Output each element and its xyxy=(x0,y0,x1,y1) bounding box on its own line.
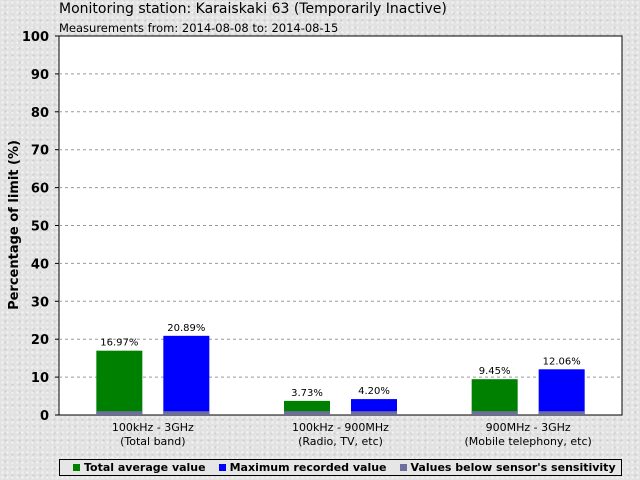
legend-item-maximum: Maximum recorded value xyxy=(206,461,387,474)
legend-label-sensitivity: Values below sensor's sensitivity xyxy=(410,461,616,474)
legend-swatch-maximum xyxy=(218,464,226,471)
y-tick-label: 40 xyxy=(31,257,49,272)
y-tick-label: 100 xyxy=(22,30,49,45)
chart-subtitle: Measurements from: 2014-08-08 to: 2014-0… xyxy=(59,21,339,35)
y-axis-label: Percentage of limit (%) xyxy=(7,140,22,310)
data-label: 4.20% xyxy=(358,386,390,397)
chart-title: Monitoring station: Karaiskaki 63 (Tempo… xyxy=(59,1,447,17)
bar xyxy=(538,369,585,415)
data-label: 16.97% xyxy=(100,338,138,349)
y-tick-label: 50 xyxy=(31,220,49,235)
bar-sensitivity-segment xyxy=(538,411,585,415)
bar xyxy=(163,335,210,415)
bar-sensitivity-segment xyxy=(96,411,143,415)
y-tick-label: 0 xyxy=(40,409,49,424)
y-axis-ticks: 0 10 20 30 40 50 60 70 80 90 100 xyxy=(22,30,59,424)
x-axis-labels: 100kHz - 3GHz(Total band) 100kHz - 900MHz… xyxy=(112,421,592,448)
bars xyxy=(96,335,585,415)
data-label: 9.45% xyxy=(479,366,511,377)
legend-label-maximum: Maximum recorded value xyxy=(229,461,387,474)
legend-item-sensitivity: Values below sensor's sensitivity xyxy=(387,461,616,474)
legend-swatch-sensitivity xyxy=(399,464,407,471)
y-tick-label: 80 xyxy=(31,106,49,121)
x-category-label: 100kHz - 3GHz xyxy=(112,421,194,434)
bar-sensitivity-segment xyxy=(471,411,518,415)
bar-sensitivity-segment xyxy=(351,411,397,415)
data-label: 3.73% xyxy=(291,388,323,399)
y-tick-label: 90 xyxy=(31,68,49,83)
y-tick-label: 10 xyxy=(31,371,49,386)
data-labels: 16.97% 20.89% 3.73% 4.20% 9.45% 12.06% xyxy=(100,323,580,399)
x-category-label: (Total band) xyxy=(120,435,185,448)
bar-sensitivity-segment xyxy=(163,411,210,415)
y-tick-label: 20 xyxy=(31,333,49,348)
x-category-label: (Radio, TV, etc) xyxy=(298,435,383,448)
data-label: 20.89% xyxy=(167,323,205,334)
x-category-label: 100kHz - 900MHz xyxy=(292,421,389,434)
bar xyxy=(351,399,397,415)
legend-swatch-average xyxy=(73,464,80,471)
y-tick-label: 70 xyxy=(31,144,49,159)
bar xyxy=(96,350,143,415)
gridlines xyxy=(59,73,622,378)
legend-item-average: Total average value xyxy=(60,461,206,474)
bar-sensitivity-segment xyxy=(284,411,330,415)
x-category-label: 900MHz - 3GHz xyxy=(486,421,571,434)
x-category-label: (Mobile telephony, etc) xyxy=(464,435,591,448)
legend: Total average value Maximum recorded val… xyxy=(59,459,622,476)
y-tick-label: 30 xyxy=(31,295,49,310)
bar xyxy=(471,379,518,415)
data-label: 12.06% xyxy=(543,356,581,367)
bar-chart: 0 10 20 30 40 50 60 70 80 90 100 16.97% 20.89% 3.73%… xyxy=(7,30,623,448)
legend-label-average: Total average value xyxy=(84,461,206,474)
y-tick-label: 60 xyxy=(31,182,49,197)
